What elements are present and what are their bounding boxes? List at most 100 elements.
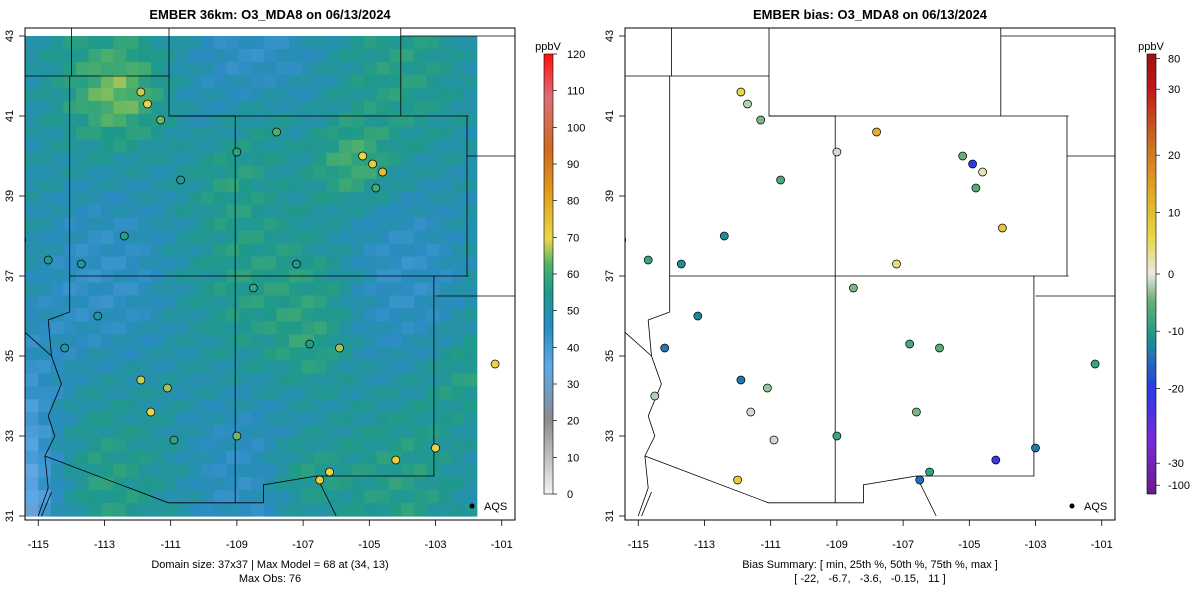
site-marker [991, 455, 1001, 465]
grid-cell [226, 490, 240, 504]
grid-cell [113, 217, 127, 232]
grid-cell [50, 74, 64, 89]
grid-cell [401, 425, 415, 439]
grid-cell [100, 36, 115, 50]
grid-cell [351, 321, 365, 335]
grid-cell [263, 87, 277, 102]
grid-cell [338, 451, 353, 465]
grid-cell [389, 243, 403, 258]
grid-cell [113, 74, 127, 89]
grid-cell [301, 308, 315, 322]
grid-cell [213, 477, 227, 491]
grid-cell [113, 139, 127, 154]
grid-cell [113, 412, 127, 426]
grid-cell [414, 61, 428, 76]
grid-cell [125, 191, 140, 206]
grid-cell [401, 503, 415, 517]
grid-cell [401, 74, 415, 89]
grid-cell [38, 308, 52, 322]
grid-cell [351, 74, 365, 89]
grid-cell [50, 464, 64, 478]
grid-cell [464, 36, 478, 50]
grid-cell [251, 126, 265, 141]
grid-cell [201, 477, 215, 491]
grid-cell [138, 334, 152, 348]
grid-cell [176, 139, 190, 154]
grid-cell [25, 191, 39, 206]
grid-cell [100, 477, 115, 491]
grid-cell [238, 100, 252, 115]
grid-cell [301, 48, 315, 63]
grid-cell [113, 503, 127, 517]
grid-cell [451, 48, 465, 63]
grid-cell [251, 100, 265, 115]
grid-cell [226, 204, 240, 219]
grid-cell [238, 451, 252, 465]
grid-cell [238, 243, 252, 258]
grid-cell [401, 48, 415, 63]
grid-cell [138, 282, 152, 297]
grid-cell [75, 438, 90, 452]
y-tick-label: 33 [4, 430, 16, 442]
y-tick-label: 31 [604, 510, 616, 522]
site-marker [769, 435, 779, 445]
grid-cell [226, 399, 240, 413]
grid-cell [38, 204, 52, 219]
grid-cell [125, 113, 140, 128]
grid-cell [188, 399, 202, 413]
grid-cell [326, 36, 340, 50]
grid-cell [213, 295, 227, 310]
grid-cell [63, 399, 77, 413]
grid-cell [263, 334, 277, 348]
grid-cell [301, 178, 315, 193]
grid-cell [75, 48, 90, 63]
grid-cell [364, 126, 378, 141]
grid-cell [326, 295, 340, 310]
grid-cell [188, 295, 202, 310]
grid-cell [414, 425, 428, 439]
grid-cell [226, 334, 240, 348]
right-title: EMBER bias: O3_MDA8 on 06/13/2024 [753, 7, 988, 22]
aqs-legend-label: AQS [484, 501, 507, 513]
grid-cell [25, 48, 39, 63]
grid-cell [213, 100, 227, 115]
site-marker [958, 151, 968, 161]
grid-cell [38, 360, 52, 374]
grid-cell [163, 308, 177, 322]
grid-cell [464, 74, 478, 89]
grid-cell [75, 74, 90, 89]
grid-cell [313, 36, 328, 50]
grid-cell [439, 321, 453, 335]
grid-cell [326, 243, 340, 258]
grid-cell [401, 139, 415, 154]
grid-cell [251, 347, 265, 361]
grid-cell [25, 256, 39, 271]
grid-cell [125, 204, 140, 219]
grid-cell [163, 503, 177, 517]
grid-cell [251, 360, 265, 374]
grid-cell [151, 438, 165, 452]
grid-cell [138, 308, 152, 322]
grid-cell [38, 74, 52, 89]
grid-cell [389, 347, 403, 361]
site-marker [93, 311, 103, 321]
grid-cell [50, 113, 64, 128]
grid-cell [389, 373, 403, 387]
grid-cell [125, 230, 140, 245]
grid-cell [451, 347, 465, 361]
grid-cell [176, 282, 190, 297]
plot-frame [624, 27, 1116, 521]
grid-cell [50, 321, 64, 335]
grid-cell [226, 100, 240, 115]
grid-cell [201, 100, 215, 115]
grid-cell [125, 61, 140, 76]
colorbar-gradient [543, 53, 554, 495]
grid-cell [125, 334, 140, 348]
grid-cell [176, 503, 190, 517]
grid-cell [326, 438, 340, 452]
grid-cell [439, 503, 453, 517]
grid-cell [401, 100, 415, 115]
x-tick-label: -103 [1025, 539, 1047, 551]
site-marker [431, 443, 440, 453]
